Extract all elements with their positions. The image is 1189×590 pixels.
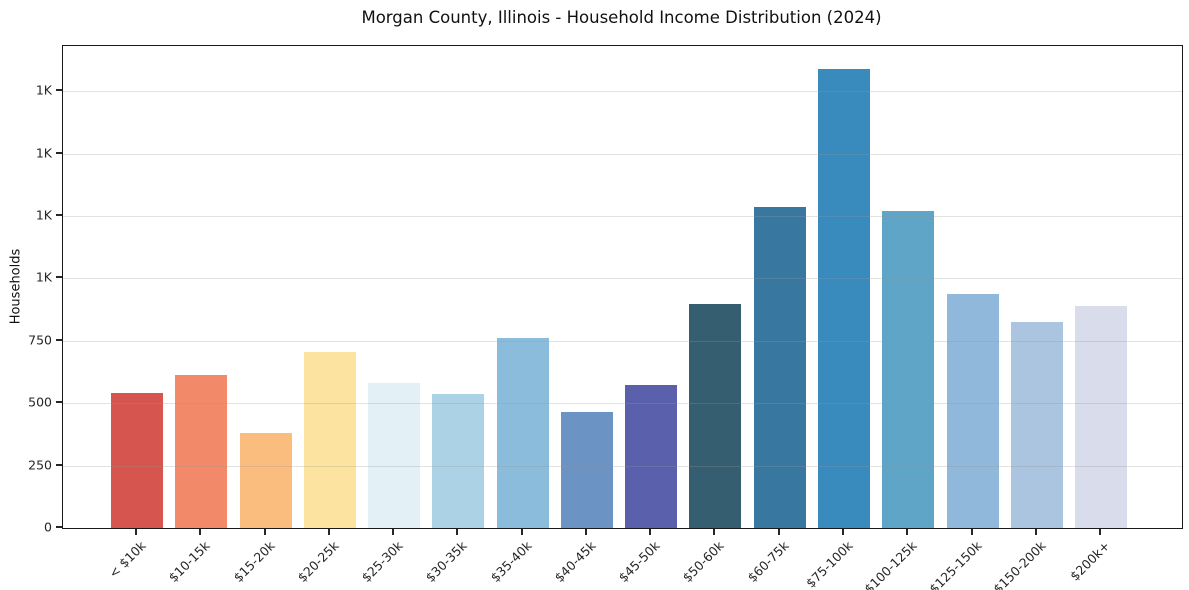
x-tick-mark <box>135 529 137 535</box>
gridline-1000 <box>63 278 1182 280</box>
x-tick-mark <box>584 529 587 535</box>
x-tick-mark <box>392 529 395 535</box>
bar-100-125k <box>882 210 935 528</box>
gridline-1750 <box>63 91 1182 93</box>
bar-50-60k <box>689 304 742 528</box>
y-tick-mark <box>56 151 62 154</box>
bar-35-40k <box>496 337 549 528</box>
y-tick-mark <box>56 463 62 466</box>
gridline-500 <box>63 403 1182 405</box>
x-tick-label: $15-20k <box>230 538 278 586</box>
bar-10-15k <box>175 374 228 528</box>
bar-25-30k <box>368 382 421 528</box>
x-tick-label: $35-40k <box>487 538 535 586</box>
bar-30-35k <box>432 393 485 528</box>
bar-40-45k <box>560 411 613 528</box>
chart-title: Morgan County, Illinois - Household Inco… <box>361 8 882 27</box>
x-tick-label: $25-30k <box>358 538 406 586</box>
x-tick-mark <box>649 529 652 535</box>
x-tick-label: $45-50k <box>615 538 663 586</box>
x-tick-label: $20-25k <box>294 538 342 586</box>
y-tick-label: 0 <box>44 519 52 535</box>
x-tick-mark <box>520 529 523 535</box>
x-tick-label: $200k+ <box>1067 538 1113 584</box>
x-tick-mark <box>1034 529 1037 535</box>
x-tick-label: $150-200k <box>990 538 1049 590</box>
y-tick-mark <box>56 401 62 404</box>
bar-200k <box>1075 306 1128 528</box>
x-tick-mark <box>1099 529 1102 535</box>
y-tick-label: 250 <box>28 457 52 473</box>
bar-15-20k <box>239 433 292 528</box>
bar-45-50k <box>625 384 678 528</box>
gridline-1500 <box>63 153 1182 155</box>
plot-area <box>62 45 1183 529</box>
x-tick-mark <box>841 529 844 535</box>
bar-150-200k <box>1010 322 1063 528</box>
bar-60-75k <box>753 206 806 528</box>
x-tick-mark <box>777 529 780 535</box>
x-tick-mark <box>713 529 716 535</box>
gridline-250 <box>63 465 1182 467</box>
bar-10k <box>111 392 163 528</box>
y-tick-mark <box>56 89 62 92</box>
x-tick-mark <box>263 529 266 535</box>
x-tick-label: $40-45k <box>551 538 599 586</box>
x-tick-mark <box>970 529 973 535</box>
y-tick-label: 1K <box>35 269 52 285</box>
y-tick-label: 750 <box>28 332 52 348</box>
gridline-1250 <box>63 215 1182 217</box>
bar-125-150k <box>946 293 999 528</box>
y-tick-mark <box>56 338 62 341</box>
x-tick-label: $60-75k <box>744 538 792 586</box>
x-tick-label: $50-60k <box>679 538 728 586</box>
gridline-750 <box>63 340 1182 342</box>
x-tick-label: $30-35k <box>422 538 470 586</box>
y-axis-label: Households <box>8 248 24 325</box>
x-tick-label: $125-150k <box>925 538 985 590</box>
x-tick-mark <box>906 529 909 535</box>
bar-20-25k <box>303 352 356 528</box>
bar-75-100k <box>817 68 870 528</box>
x-tick-label: $10-15k <box>165 538 213 586</box>
y-tick-label: 500 <box>28 394 52 410</box>
y-tick-mark <box>56 526 62 528</box>
y-tick-label: 1K <box>35 82 52 98</box>
x-tick-mark <box>327 529 330 535</box>
x-tick-mark <box>199 529 202 535</box>
x-tick-mark <box>456 529 459 535</box>
x-tick-label: $75-100k <box>802 538 856 590</box>
y-tick-mark <box>56 213 62 216</box>
y-tick-mark <box>56 276 62 279</box>
x-tick-label: < $10k <box>105 538 149 581</box>
y-tick-label: 1K <box>35 145 52 161</box>
y-tick-label: 1K <box>35 207 52 223</box>
x-tick-label: $100-125k <box>861 538 920 590</box>
